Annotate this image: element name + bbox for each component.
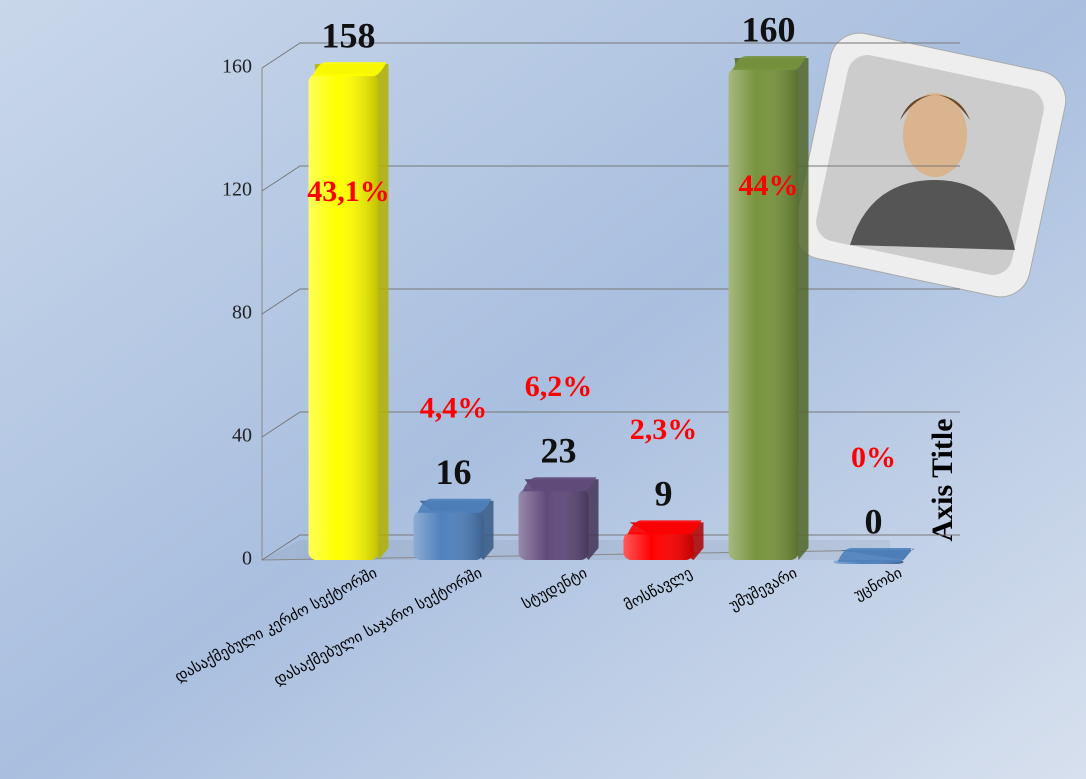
- value-label: 160: [742, 9, 796, 49]
- value-label: 9: [655, 474, 673, 514]
- value-label: 158: [322, 15, 376, 55]
- percent-label: 44%: [739, 169, 799, 202]
- bar: [728, 56, 809, 560]
- bar: [833, 548, 914, 564]
- value-label: 23: [541, 431, 577, 471]
- y-tick-label: 80: [232, 302, 252, 324]
- person-icon: [793, 32, 1067, 298]
- value-label: 0: [865, 501, 883, 541]
- percent-label: 6,2%: [525, 370, 593, 403]
- y-tick-label: 0: [242, 548, 252, 570]
- y-tick-label: 120: [222, 179, 252, 201]
- axis-title: Axis Title: [926, 418, 959, 541]
- bar: [518, 477, 599, 560]
- y-tick-label: 40: [232, 425, 252, 447]
- grid-line: [261, 42, 960, 69]
- percent-label: 0%: [851, 441, 896, 474]
- bar: [623, 520, 704, 560]
- percent-label: 43,1%: [307, 175, 390, 208]
- y-tick-label: 160: [222, 56, 252, 78]
- bar: [413, 498, 494, 560]
- bar: [308, 62, 389, 561]
- percent-label: 4,4%: [420, 392, 488, 425]
- value-label: 16: [436, 452, 472, 492]
- percent-label: 2,3%: [630, 413, 698, 446]
